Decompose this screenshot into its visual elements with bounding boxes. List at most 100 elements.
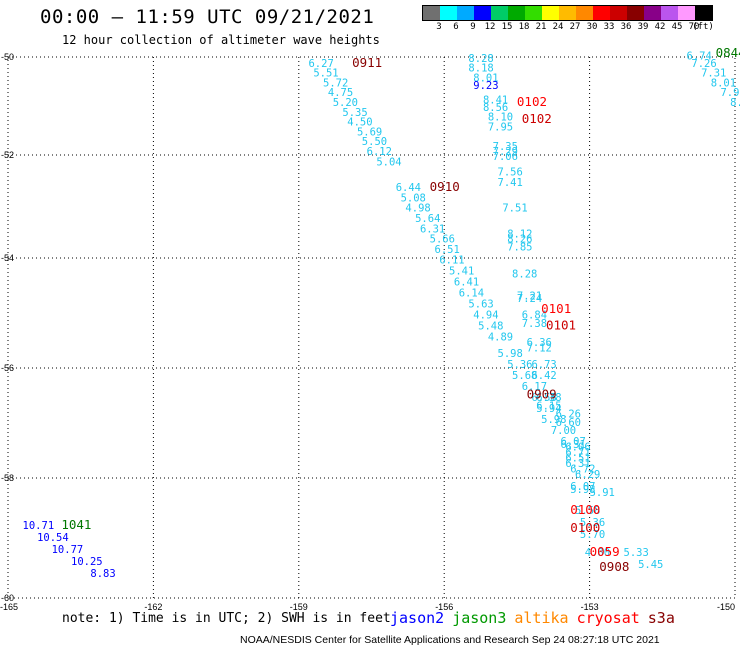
x-axis-label: -162 (144, 602, 162, 612)
wave-height-value: 6.44 (396, 182, 421, 194)
colorbar-swatch (610, 6, 627, 20)
legend-altika: altika (514, 609, 569, 627)
wave-height-value: 8.56 (483, 102, 508, 114)
colorbar-swatch (423, 6, 440, 20)
pass-time-label: 0102 (517, 94, 547, 109)
wave-height-value: 7.24 (517, 293, 542, 305)
legend-jason3: jason3 (452, 609, 507, 627)
wave-height-value: 6.07 (570, 481, 595, 493)
wave-height-value: 5.64 (415, 213, 440, 225)
pass-time-label: 0100 (570, 502, 600, 517)
x-axis-label: -165 (0, 602, 18, 612)
pass-time-label: 0100 (570, 520, 600, 535)
colorbar-swatch (593, 6, 610, 20)
pass-time-label: 1041 (61, 517, 91, 532)
y-axis-label: -60 (1, 593, 14, 603)
wave-height-value: 7.41 (498, 177, 523, 189)
legend-cryosat: cryosat (576, 609, 640, 627)
wave-height-value: 5.72 (323, 77, 348, 89)
wave-height-value: 5.36 (507, 359, 532, 371)
wave-height-value: 5.91 (590, 487, 615, 499)
x-axis-label: -150 (717, 602, 735, 612)
colorbar-label: 45 (671, 22, 683, 32)
wave-height-value: 9.23 (473, 80, 498, 92)
colorbar-label: 15 (501, 22, 513, 32)
wave-height-value: 7.38 (522, 318, 547, 330)
wave-height-value: 8.12 (507, 228, 532, 240)
colorbar-swatch (627, 6, 644, 20)
wave-height-value: 6.31 (420, 223, 445, 235)
colorbar-swatch (525, 6, 542, 20)
wave-height-value: 8.18 (468, 63, 493, 75)
time-labels-layer: 0911 0910 0909 0908 0102 0102 0101 0101 0100 0100… (61, 45, 740, 574)
wave-height-value: 4.80 (585, 547, 610, 559)
wave-height-value: 6.12 (367, 146, 392, 158)
wave-height-value: 5.58 (575, 505, 600, 517)
wave-height-value: 7.95 (488, 122, 513, 134)
colorbar-swatch (474, 6, 491, 20)
wave-height-value: 7.51 (502, 203, 527, 215)
wave-height-value: 10.54 (37, 532, 69, 544)
wave-height-value: 6.72 (570, 464, 595, 476)
credit-line: NOAA/NESDIS Center for Satellite Applica… (240, 634, 660, 646)
wave-height-value: 6.06 (565, 442, 590, 454)
wave-height-value: 4.94 (473, 310, 498, 322)
page-title: 00:00 – 11:59 UTC 09/21/2021 (40, 6, 375, 28)
wave-height-value: 4.89 (488, 332, 513, 344)
legend-s3a: s3a (647, 609, 675, 627)
wave-height-value: 5.35 (342, 107, 367, 119)
wave-height-value: 4.50 (347, 117, 372, 129)
wave-height-value: 4.98 (405, 203, 430, 215)
wave-height-value: 6.38 (536, 392, 561, 404)
colorbar-swatch (508, 6, 525, 20)
wave-height-value: 6.71 (565, 447, 590, 459)
wave-height-value: 5.98 (570, 484, 595, 496)
observations-layer: 6.275.515.724.755.205.354.505.695.506.12… (23, 50, 740, 580)
colorbar-label: 39 (637, 22, 649, 32)
y-axis-label: -56 (1, 363, 14, 373)
wave-height-value: 6.42 (531, 370, 556, 382)
wave-height-value: 5.66 (430, 234, 455, 246)
satellite-legend: jason2 jason3 altika cryosat s3a (390, 609, 683, 627)
wave-height-value: 5.94 (536, 403, 561, 415)
wave-height-value: 5.69 (357, 126, 382, 138)
wave-height-value: 6.36 (527, 337, 552, 349)
wave-height-value: 8.41 (483, 95, 508, 107)
y-axis-label: -52 (1, 150, 14, 160)
wave-height-value: 7.56 (498, 167, 523, 179)
colorbar-swatch (695, 6, 712, 20)
wave-height-value: 5.98 (498, 348, 523, 360)
wave-height-value: 7.35 (493, 141, 518, 153)
colorbar-label: 24 (552, 22, 564, 32)
wave-height-value: 5.63 (468, 299, 493, 311)
wave-height-value: 8.10 (488, 112, 513, 124)
wave-height-value: 5.08 (401, 192, 426, 204)
wave-height-value: 7.85 (507, 241, 532, 253)
wave-height-value: 8.01 (473, 73, 498, 85)
wave-height-value: 6.84 (522, 310, 547, 322)
wave-height-value: 6.07 (561, 436, 586, 448)
colorbar-label: 6 (453, 22, 459, 32)
wave-height-value: 5.70 (580, 529, 605, 541)
wave-height-value: 7.06 (493, 151, 518, 163)
wave-height-value: 6.51 (565, 453, 590, 465)
wave-height-value: 6.29 (575, 469, 600, 481)
wave-height-value: 8.83 (90, 568, 115, 580)
axis-labels: -50 -52 -54 -56 -58 -60-165 -162 -159 -156 -153 -1… (0, 52, 735, 612)
colorbar-label: 42 (654, 22, 666, 32)
wave-height-value: 6.14 (459, 288, 484, 300)
colorbar-label: 33 (603, 22, 615, 32)
wave-height-value: 6.73 (531, 359, 556, 371)
wave-height-value: 7.90 (720, 87, 740, 99)
wave-height-value: 8.36 (730, 97, 740, 109)
pass-time-label: 0909 (527, 386, 557, 401)
pass-time-label: 0910 (430, 179, 460, 194)
colorbar-label: 9 (470, 22, 476, 32)
wave-height-value: 8.28 (512, 268, 537, 280)
wave-height-value: 6.15 (536, 400, 561, 412)
legend-jason2: jason2 (390, 609, 445, 627)
colorbar-label: 70 (688, 22, 700, 32)
colorbar-swatch (457, 6, 474, 20)
colorbar-swatch (644, 6, 661, 20)
wave-height-value: 6.58 (531, 392, 556, 404)
